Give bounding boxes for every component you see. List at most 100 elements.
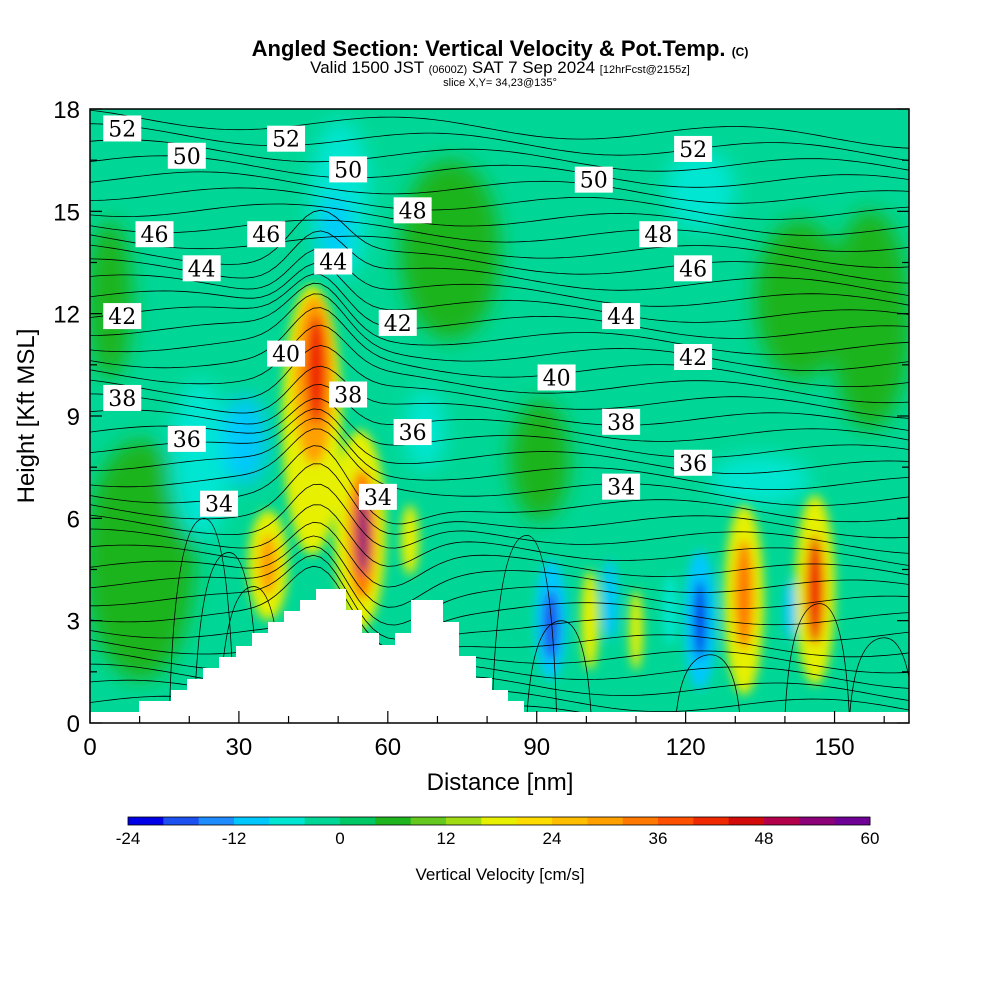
y-tick-label: 18 bbox=[53, 97, 80, 124]
colorbar-swatch bbox=[163, 817, 200, 825]
isentrope-label: 40 bbox=[537, 364, 576, 391]
colorbar-swatch bbox=[269, 817, 306, 825]
colorbar-tick-label: 0 bbox=[335, 829, 344, 848]
isentrope-label-text: 46 bbox=[252, 223, 280, 248]
isentrope-label: 38 bbox=[602, 408, 641, 436]
isentrope-label-text: 52 bbox=[679, 138, 707, 163]
isentrope-line bbox=[90, 171, 909, 204]
isentrope-label-text: 46 bbox=[141, 223, 169, 248]
isentrope-line bbox=[90, 428, 909, 507]
isentrope-label-text: 46 bbox=[679, 257, 707, 282]
isentrope-line bbox=[90, 521, 909, 588]
x-tick-label: 60 bbox=[374, 734, 401, 761]
isentrope-label: 40 bbox=[267, 340, 306, 368]
updraft-146nm-core bbox=[806, 535, 824, 645]
isentrope-label-box bbox=[674, 255, 713, 282]
colorbar-tick-label: -24 bbox=[116, 829, 141, 848]
isentrope-label-box bbox=[103, 384, 142, 411]
isentrope-label-text: 34 bbox=[364, 486, 392, 511]
y-tick-label: 0 bbox=[67, 711, 80, 738]
downdraft-140nm bbox=[784, 580, 796, 640]
x-axis: 0 30 60 90 120 150 bbox=[83, 711, 885, 761]
isentrope-label-text: 38 bbox=[108, 387, 136, 412]
isentrope-line bbox=[90, 345, 909, 419]
isentrope-line bbox=[848, 637, 909, 723]
y-tick-label: 12 bbox=[53, 302, 80, 329]
isentrope-label-text: 50 bbox=[580, 169, 608, 194]
colorbar-swatch bbox=[658, 817, 694, 825]
isentrope-label-box bbox=[167, 142, 206, 169]
isentrope-label: 44 bbox=[602, 303, 641, 330]
isentrope-line bbox=[491, 534, 558, 723]
isentrope-label-box bbox=[393, 419, 432, 446]
colorbar-tick-label: 60 bbox=[861, 829, 880, 848]
slice-info: slice X,Y= 34,23@135° bbox=[443, 77, 557, 89]
isentrope-line bbox=[90, 463, 909, 539]
isentrope-label-box bbox=[358, 483, 397, 510]
isentrope-label-text: 52 bbox=[108, 117, 136, 142]
colorbar-swatch bbox=[693, 817, 730, 825]
isentrope-label-box bbox=[267, 340, 306, 367]
downdraft-115nm bbox=[663, 575, 677, 645]
terrain bbox=[90, 589, 909, 723]
isentrope-label-box bbox=[247, 221, 286, 248]
colorbar-tick-label: 36 bbox=[649, 829, 668, 848]
updraft-main-core bbox=[306, 315, 326, 425]
y-tick-label: 3 bbox=[67, 609, 80, 636]
isentrope-label-text: 38 bbox=[607, 411, 635, 436]
isentrope-label-box bbox=[602, 473, 641, 500]
valid-local: Valid 1500 JST bbox=[310, 58, 424, 77]
downdraft-102nm bbox=[602, 560, 618, 640]
isentrope-label: 50 bbox=[167, 142, 206, 170]
colorbar-swatch bbox=[128, 817, 164, 825]
chart-title: Angled Section: Vertical Velocity & Pot.… bbox=[0, 36, 1000, 62]
patch-cyan-top-right bbox=[665, 150, 735, 230]
isentrope-label-box bbox=[103, 115, 142, 142]
isentrope-line bbox=[90, 535, 909, 608]
isentrope-label: 36 bbox=[393, 419, 432, 446]
isentrope-line bbox=[90, 398, 909, 458]
colorbar-tick-label: -12 bbox=[222, 829, 247, 848]
x-tick-label: 30 bbox=[226, 734, 253, 761]
isentrope-line bbox=[90, 248, 909, 307]
isentrope-label-box bbox=[674, 344, 713, 371]
isentrope-line bbox=[784, 603, 851, 723]
colorbar-swatch bbox=[764, 817, 800, 825]
isentrope-label-text: 44 bbox=[607, 305, 635, 330]
isentrope-line bbox=[90, 324, 909, 404]
colorbar-tick-label: 12 bbox=[437, 829, 456, 848]
colorbar-swatch bbox=[622, 817, 659, 825]
colorbar-swatch bbox=[834, 817, 871, 825]
isentrope-label: 42 bbox=[103, 303, 142, 330]
title-main: Angled Section: Vertical Velocity & Pot.… bbox=[251, 36, 726, 61]
isentrope-line bbox=[90, 209, 909, 284]
valid-time-line: Valid 1500 JST (0600Z) SAT 7 Sep 2024 [1… bbox=[0, 58, 1000, 78]
valid-utc: (0600Z) bbox=[428, 64, 468, 76]
isentrope-line bbox=[90, 417, 909, 491]
isentrope-line bbox=[168, 517, 235, 723]
isentrope-label-text: 44 bbox=[188, 257, 216, 282]
isentrope-label-box bbox=[674, 449, 713, 476]
isentrope-label: 34 bbox=[602, 473, 641, 501]
patch-green-top-left bbox=[90, 220, 132, 380]
patch-green-mid bbox=[510, 400, 570, 520]
isentrope-label-text: 44 bbox=[319, 251, 347, 276]
isentrope-line bbox=[90, 263, 909, 323]
isentrope-line bbox=[90, 554, 909, 640]
isentrope-line bbox=[90, 483, 909, 554]
colorbar-swatch bbox=[234, 817, 270, 825]
x-tick-label: 150 bbox=[815, 734, 855, 761]
isentrope-label-text: 40 bbox=[272, 343, 300, 368]
isentrope-label-box bbox=[639, 221, 678, 248]
isentrope-line bbox=[675, 654, 741, 723]
isentrope-label-box bbox=[182, 255, 221, 282]
x-tick-label: 120 bbox=[666, 734, 706, 761]
isentrope-line bbox=[90, 203, 909, 236]
colorbar-swatch bbox=[446, 817, 482, 825]
isentrope-line bbox=[90, 123, 909, 161]
updraft-small bbox=[401, 505, 419, 575]
colorbar-swatch bbox=[304, 817, 341, 825]
colorbar-tick-label: 24 bbox=[543, 829, 562, 848]
colorbar: -24 -12 0 12 24 36 48 60 bbox=[116, 816, 880, 848]
y-tick-label: 6 bbox=[67, 506, 80, 533]
